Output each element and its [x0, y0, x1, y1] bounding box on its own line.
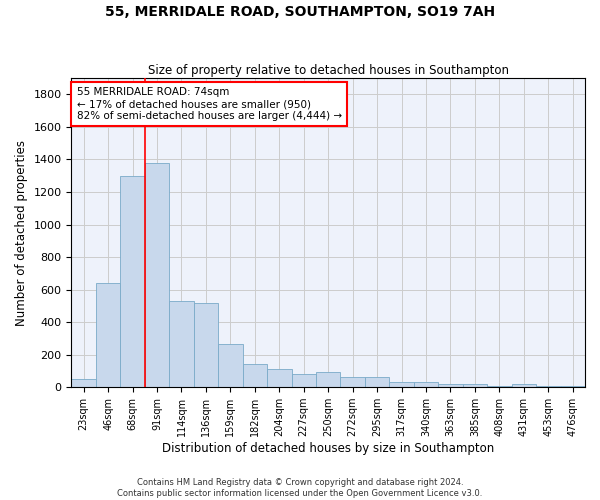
- Bar: [169, 301, 194, 387]
- Bar: [463, 384, 487, 387]
- Text: Contains HM Land Registry data © Crown copyright and database right 2024.
Contai: Contains HM Land Registry data © Crown c…: [118, 478, 482, 498]
- Bar: [414, 382, 438, 387]
- Title: Size of property relative to detached houses in Southampton: Size of property relative to detached ho…: [148, 64, 509, 77]
- Bar: [145, 163, 169, 387]
- Bar: [340, 376, 365, 387]
- Bar: [560, 386, 585, 387]
- Bar: [194, 302, 218, 387]
- Bar: [218, 344, 242, 387]
- Bar: [71, 379, 96, 387]
- Text: 55 MERRIDALE ROAD: 74sqm
← 17% of detached houses are smaller (950)
82% of semi-: 55 MERRIDALE ROAD: 74sqm ← 17% of detach…: [77, 88, 341, 120]
- Bar: [389, 382, 414, 387]
- Y-axis label: Number of detached properties: Number of detached properties: [15, 140, 28, 326]
- Bar: [512, 384, 536, 387]
- Bar: [536, 386, 560, 387]
- X-axis label: Distribution of detached houses by size in Southampton: Distribution of detached houses by size …: [162, 442, 494, 455]
- Bar: [292, 374, 316, 387]
- Bar: [316, 372, 340, 387]
- Bar: [96, 283, 121, 387]
- Bar: [487, 386, 512, 387]
- Bar: [121, 176, 145, 387]
- Bar: [242, 364, 267, 387]
- Text: 55, MERRIDALE ROAD, SOUTHAMPTON, SO19 7AH: 55, MERRIDALE ROAD, SOUTHAMPTON, SO19 7A…: [105, 5, 495, 19]
- Bar: [438, 384, 463, 387]
- Bar: [267, 368, 292, 387]
- Bar: [365, 376, 389, 387]
